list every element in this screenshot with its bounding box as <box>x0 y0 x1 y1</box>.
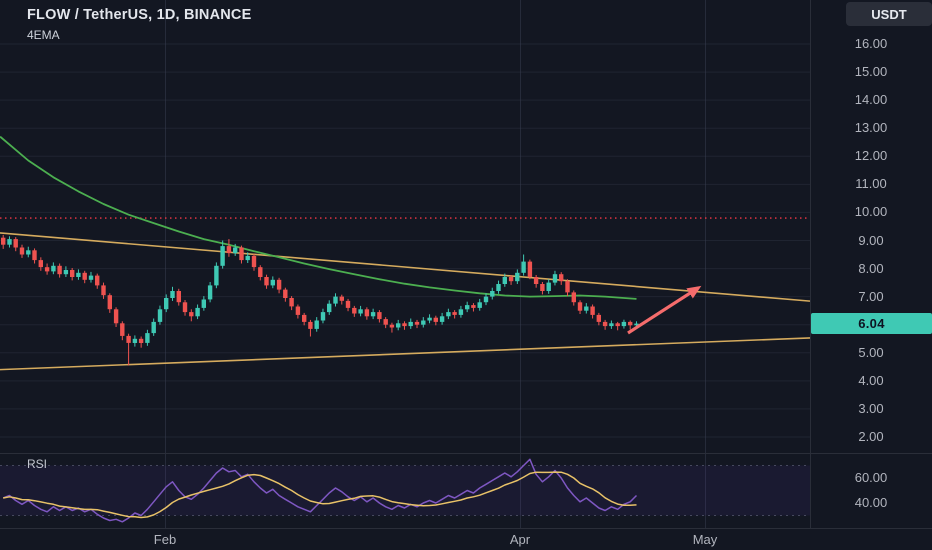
time-axis[interactable]: Feb Apr May <box>0 528 932 550</box>
price-axis-label: 3.00 <box>858 400 884 416</box>
time-axis-label: Feb <box>153 532 177 547</box>
price-axis-label: 9.00 <box>858 232 884 248</box>
price-axis[interactable]: 16.00 15.00 14.00 13.00 12.00 11.00 10.00 9.00 8… <box>810 0 932 528</box>
price-axis-label: 8.00 <box>858 260 884 276</box>
price-axis-label: 5.00 <box>858 344 884 360</box>
lower-trendline[interactable] <box>0 337 811 371</box>
time-axis-label: May <box>692 532 718 547</box>
symbol-title[interactable]: FLOW / TetherUS, 1D, BINANCE <box>27 7 252 23</box>
price-axis-label: 4.00 <box>858 372 884 388</box>
upper-trendline[interactable] <box>0 232 811 302</box>
price-axis-label: 14.00 <box>854 92 888 108</box>
price-axis-label: 12.00 <box>854 148 888 164</box>
trend-arrow[interactable] <box>627 285 702 335</box>
rsi-ma-line[interactable] <box>3 471 637 519</box>
candles-layer <box>1 234 639 366</box>
indicator-label[interactable]: 4EMA <box>27 28 60 42</box>
price-axis-label: 16.00 <box>854 36 888 51</box>
price-axis-label: 15.00 <box>854 64 888 80</box>
price-axis-label: 11.00 <box>855 176 887 192</box>
time-axis-label: Apr <box>509 532 531 547</box>
legend: FLOW / TetherUS, 1D, BINANCE 4EMA <box>27 7 251 42</box>
price-axis-label: 13.00 <box>854 120 888 136</box>
rsi-indicator-label[interactable]: RSI <box>27 457 48 471</box>
price-axis-label: 2.00 <box>858 429 884 444</box>
last-price-label: 6.04 <box>811 313 932 335</box>
grid-layer <box>0 0 810 528</box>
rsi-axis-label: 60.00 <box>854 470 888 485</box>
ema-line[interactable] <box>0 135 637 300</box>
currency-toggle-button[interactable]: USDT <box>846 2 932 26</box>
price-axis-label: 10.00 <box>854 204 888 220</box>
rsi-axis-label: 40.00 <box>854 495 888 510</box>
price-axis-label: 7.00 <box>858 288 884 304</box>
